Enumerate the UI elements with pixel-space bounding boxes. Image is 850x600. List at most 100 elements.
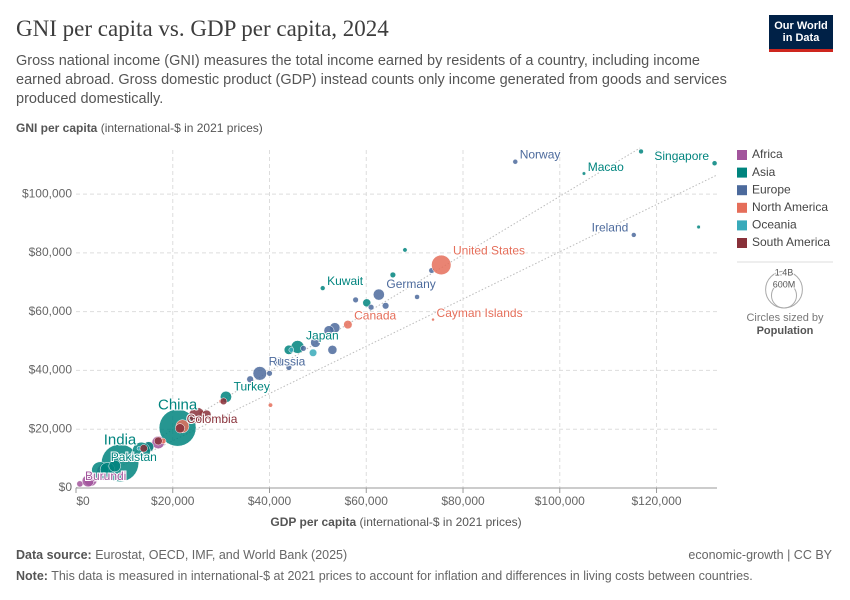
x-tick-label: $0: [76, 494, 90, 508]
bubble: [512, 159, 518, 165]
bubble: [382, 302, 390, 310]
note: Note: This data is measured in internati…: [16, 569, 753, 583]
x-axis-unit: (international-$ in 2021 prices): [360, 515, 522, 529]
legend-label: North America: [752, 200, 828, 214]
x-tick-label: $20,000: [151, 494, 195, 508]
x-tick-label: $120,000: [631, 494, 681, 508]
point-label: Kuwait: [327, 274, 364, 288]
license[interactable]: economic-growth | CC BY: [688, 548, 832, 562]
note-text: This data is measured in international-$…: [51, 569, 753, 583]
source-label: Data source:: [16, 548, 92, 562]
point-label: Russia: [269, 355, 306, 369]
bubble: [219, 397, 228, 405]
y-axis-label: GNI per capita (international-$ in 2021 …: [16, 121, 263, 135]
bubble: [431, 254, 452, 275]
legend-label: Oceania: [752, 218, 797, 232]
x-axis-label: GDP per capita (international-$ in 2021 …: [270, 515, 521, 529]
bubble: [288, 347, 294, 353]
bubble: [268, 402, 273, 408]
point-label: China: [158, 396, 198, 413]
point-label: Germany: [386, 277, 435, 291]
bubble: [246, 375, 254, 383]
bubble: [175, 423, 185, 434]
y-tick-label: $40,000: [29, 363, 73, 377]
note-label: Note:: [16, 569, 48, 583]
x-tick-label: $100,000: [535, 494, 585, 508]
legend-swatch: [737, 202, 747, 213]
legend-swatch: [737, 150, 747, 160]
y-tick-label: $80,000: [29, 245, 73, 259]
y-tick-label: $100,000: [22, 186, 72, 200]
point-label: Japan: [306, 329, 339, 343]
size-legend-circle: [770, 282, 798, 309]
point-label: Canada: [354, 308, 396, 322]
point-label: Singapore: [654, 149, 709, 163]
legend-label: Europe: [752, 182, 791, 196]
bubble: [285, 364, 292, 371]
source: Data source: Eurostat, OECD, IMF, and Wo…: [16, 548, 347, 562]
legend-label: South America: [752, 235, 830, 249]
logo-text: in Data: [782, 32, 820, 44]
point-label: Pakistan: [111, 450, 157, 464]
bubble: [389, 271, 396, 278]
point-label: India: [104, 431, 137, 448]
y-axis-name: GNI per capita: [16, 121, 98, 135]
bubble: [581, 171, 586, 176]
size-legend-label: 1.4B: [775, 268, 794, 278]
bubble: [266, 370, 273, 377]
point-label: Turkey: [234, 379, 270, 393]
point-label: Ireland: [592, 221, 629, 235]
point-label: Norway: [520, 147, 561, 161]
x-tick-label: $60,000: [345, 494, 389, 508]
bubble: [252, 366, 267, 381]
y-axis-unit: (international-$ in 2021 prices): [101, 121, 263, 135]
point-label: Cayman Islands: [437, 306, 523, 320]
bubble: [402, 247, 408, 253]
bubble: [108, 459, 121, 473]
point-label: Burundi: [85, 469, 126, 483]
bubble: [309, 348, 318, 357]
legend-swatch: [737, 220, 747, 231]
size-legend-title: Circles sized by: [746, 312, 824, 324]
bubble: [274, 357, 284, 367]
bubble: [327, 345, 338, 355]
bubble: [631, 232, 637, 238]
bubble: [431, 317, 435, 322]
bubble: [300, 345, 307, 352]
bubble: [343, 320, 353, 330]
logo[interactable]: Our World in Data: [769, 15, 833, 52]
marks: $0 $20,000 $40,000 $60,000 $80,000 $100,000 $0…: [22, 146, 718, 508]
bubble: [310, 337, 321, 348]
chart-title: GNI per capita vs. GDP per capita, 2024: [16, 16, 389, 41]
legend: Africa Asia Europe North America Oceania Sout…: [737, 147, 833, 337]
point-label: Macao: [588, 160, 624, 174]
bubble: [139, 444, 148, 453]
x-tick-label: $80,000: [441, 494, 485, 508]
bubble: [206, 414, 212, 420]
bubble: [711, 160, 718, 166]
source-text: Eurostat, OECD, IMF, and World Bank (202…: [95, 548, 348, 562]
point-label: Colombia: [187, 412, 238, 426]
size-legend-variable: Population: [757, 325, 814, 337]
chart-subtitle: Gross national income (GNI) measures the…: [16, 53, 727, 107]
legend-label: Asia: [752, 165, 776, 179]
bubble: [153, 436, 163, 446]
legend-label: Africa: [752, 147, 783, 161]
legend-swatch: [737, 238, 747, 248]
legend-swatch: [737, 185, 747, 196]
bubble: [368, 304, 375, 311]
bubble: [414, 294, 420, 300]
x-tick-label: $40,000: [248, 494, 292, 508]
bubble: [320, 285, 326, 291]
point-label: United States: [453, 243, 525, 257]
size-legend-label: 600M: [773, 279, 796, 289]
bubble: [696, 224, 701, 230]
y-tick-label: $0: [59, 480, 73, 494]
bubble: [352, 296, 359, 303]
bubble: [638, 148, 644, 155]
y-tick-label: $60,000: [29, 304, 73, 318]
bubble: [373, 288, 385, 301]
y-tick-label: $20,000: [29, 421, 73, 435]
